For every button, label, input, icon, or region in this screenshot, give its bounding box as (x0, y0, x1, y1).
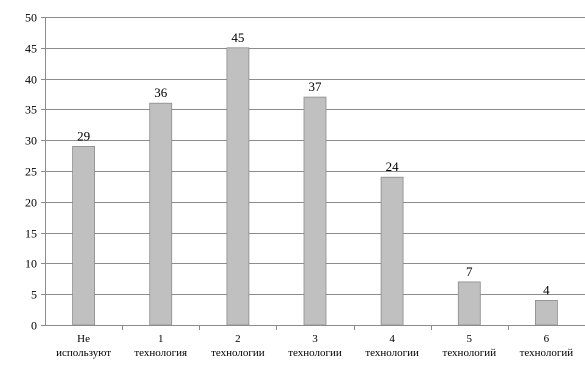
x-category-label: 4 (389, 333, 395, 345)
y-tick-label: 50 (25, 11, 37, 25)
x-category-label: 5 (467, 333, 473, 345)
bar (72, 145, 95, 326)
x-category-label: 1 (158, 333, 164, 345)
bars (72, 47, 558, 326)
bar (535, 299, 558, 326)
x-category-label: технологии (211, 347, 265, 359)
y-tick-labels: 0 5 10 15 20 25 30 35 40 45 50 (25, 11, 37, 333)
y-tick-label: 35 (25, 103, 37, 117)
data-label: 29 (77, 128, 90, 143)
bar (380, 176, 404, 326)
data-label: 7 (466, 264, 473, 279)
x-category-label: технология (134, 347, 187, 359)
x-category-label: Не (77, 333, 90, 345)
x-category-label: используют (56, 347, 111, 359)
y-tick-label: 40 (25, 73, 37, 87)
data-label: 45 (231, 30, 244, 45)
data-label: 37 (309, 79, 323, 94)
y-tick-label: 10 (25, 257, 37, 271)
data-label: 24 (386, 159, 400, 174)
x-category-label: технологий (520, 347, 574, 359)
bar (457, 281, 481, 326)
x-category-label: 6 (544, 333, 550, 345)
x-category-label: 2 (235, 333, 241, 345)
data-label: 4 (543, 282, 550, 297)
x-category-labels: Не используют 1 технология 2 технологии 3 техно… (56, 333, 573, 359)
y-tick-label: 5 (31, 288, 37, 302)
bar (149, 102, 173, 326)
bar (303, 96, 327, 326)
y-tick-label: 45 (25, 42, 37, 56)
data-labels: 29 36 45 37 24 7 4 (77, 30, 550, 298)
y-tick-label: 20 (25, 196, 37, 210)
bar (226, 47, 250, 326)
x-category-label: технологий (443, 347, 497, 359)
y-tick-label: 0 (31, 319, 37, 333)
x-category-label: технологии (365, 347, 419, 359)
y-tick-label: 15 (25, 227, 37, 241)
data-label: 36 (154, 85, 168, 100)
axes (41, 17, 585, 330)
y-tick-label: 30 (25, 134, 37, 148)
x-category-label: технологии (288, 347, 342, 359)
y-tick-label: 25 (25, 165, 37, 179)
x-category-label: 3 (312, 333, 318, 345)
